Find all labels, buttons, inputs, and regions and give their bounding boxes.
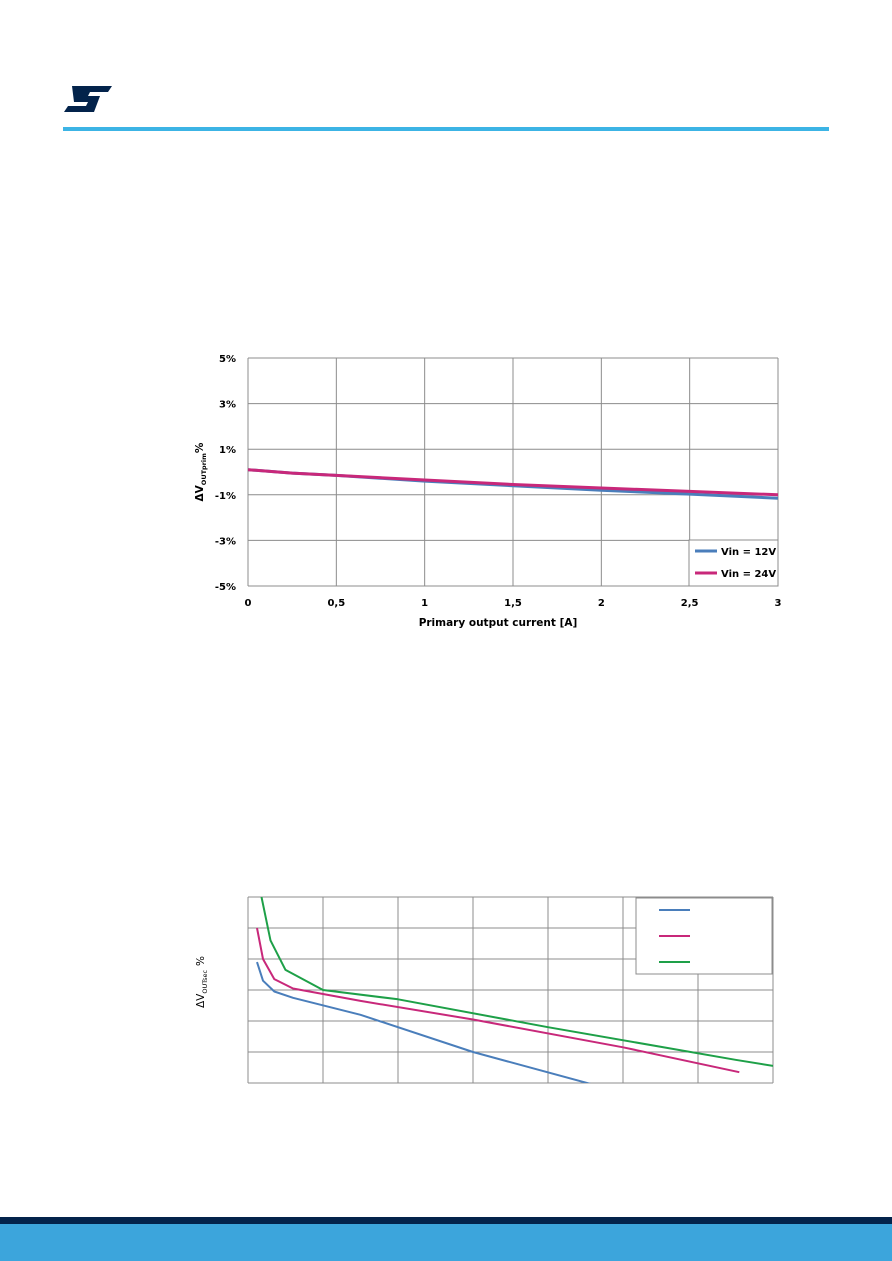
st-logo-s-shape xyxy=(64,86,112,112)
y-tick-label: 3% xyxy=(219,400,236,411)
x-tick-label: 1,5 xyxy=(504,598,522,609)
x-tick-label: 0 xyxy=(245,598,252,609)
x-tick-label: 2,5 xyxy=(681,598,699,609)
y-axis-label: ΔVOUTsec% xyxy=(195,956,209,1008)
footer-light-band xyxy=(0,1224,892,1261)
y-axis-label-suffix: % xyxy=(195,956,207,966)
legend: Vin = 12V Vin = 24V xyxy=(688,539,779,587)
st-logo xyxy=(64,86,112,112)
legend-label: Vin = 24V xyxy=(721,569,776,580)
x-tick-label: 0,5 xyxy=(327,598,345,609)
y-axis-label: ΔVOUTprim% xyxy=(194,442,208,501)
legend-label: Vin = 12V xyxy=(721,547,776,558)
legend-box xyxy=(635,897,773,975)
x-tick-label: 1 xyxy=(421,598,428,609)
series-line xyxy=(256,961,591,1083)
y-tick-label: -3% xyxy=(215,536,236,547)
y-axis-label-suffix: % xyxy=(194,442,206,453)
y-axis-label-sub: OUTsec xyxy=(201,970,209,994)
x-axis-label: Primary output current [A] xyxy=(419,617,578,629)
y-axis-label-sub: OUTprim xyxy=(200,453,208,485)
y-tick-label: -5% xyxy=(215,582,236,593)
chart-output-regulation-secondary: ΔVOUTsec% xyxy=(195,896,774,1084)
x-tick-label: 3 xyxy=(775,598,782,609)
legend xyxy=(635,897,773,975)
footer-dark-band xyxy=(0,1217,892,1224)
legend-box xyxy=(688,539,779,587)
y-tick-label: 5% xyxy=(219,354,236,365)
series-line xyxy=(256,927,740,1074)
header-rule xyxy=(63,127,829,131)
y-axis-label-main: ΔV xyxy=(195,993,207,1008)
y-tick-label: -1% xyxy=(215,491,236,502)
y-tick-label: 1% xyxy=(219,445,236,456)
y-axis-label-main: ΔV xyxy=(194,484,206,501)
chart-output-regulation-primary: 0 0,5 1 1,5 2 2,5 3 5% 3% 1% -1% -3% -5% Primary outp… xyxy=(194,354,782,629)
x-tick-label: 2 xyxy=(598,598,605,609)
series-line xyxy=(260,897,773,1067)
series-line xyxy=(247,468,779,497)
